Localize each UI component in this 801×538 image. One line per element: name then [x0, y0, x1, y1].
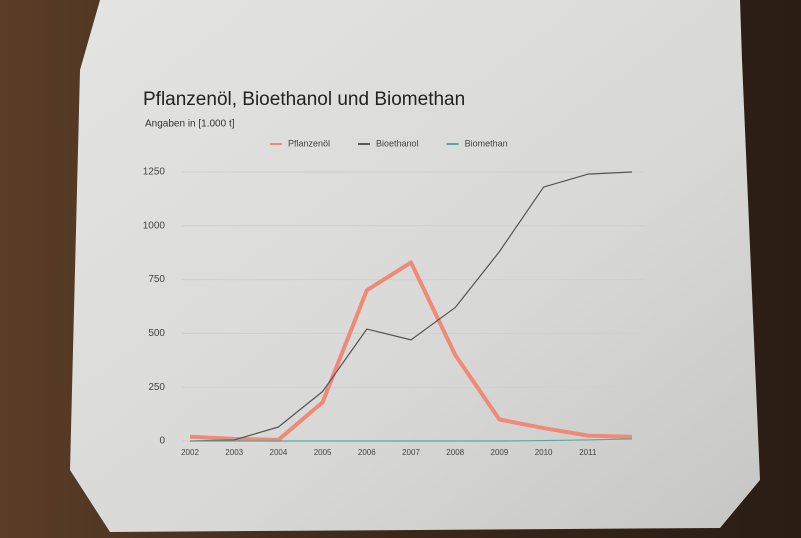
y-tick-label: 1000 [143, 220, 166, 231]
x-tick-label: 2009 [491, 448, 509, 457]
chart-title: Pflanzenöl, Bioethanol und Biomethan [143, 89, 465, 110]
legend-label: Bioethanol [376, 138, 419, 148]
y-tick-label: 250 [148, 382, 165, 393]
x-tick-label: 2006 [358, 448, 376, 457]
x-tick-label: 2003 [225, 448, 243, 457]
y-tick-label: 750 [148, 274, 165, 285]
x-tick-label: 2004 [270, 448, 288, 457]
legend-label: Pflanzenöl [288, 138, 330, 148]
x-tick-label: 2005 [314, 448, 332, 457]
x-tick-label: 2008 [446, 448, 464, 457]
chart: Pflanzenöl, Bioethanol und Biomethan Ang… [0, 0, 801, 538]
x-tick-label: 2011 [579, 448, 597, 457]
x-tick-label: 2002 [181, 448, 199, 457]
chart-subtitle: Angaben in [1.000 t] [145, 119, 235, 130]
page: Pflanzenöl, Bioethanol und Biomethan Ang… [0, 0, 801, 538]
legend-label: Biomethan [465, 138, 508, 148]
x-tick-label: 2010 [535, 448, 553, 457]
x-tick-label: 2007 [402, 448, 420, 457]
y-tick-label: 500 [148, 328, 165, 339]
y-tick-label: 1250 [143, 167, 166, 178]
y-tick-label: 0 [159, 436, 165, 447]
